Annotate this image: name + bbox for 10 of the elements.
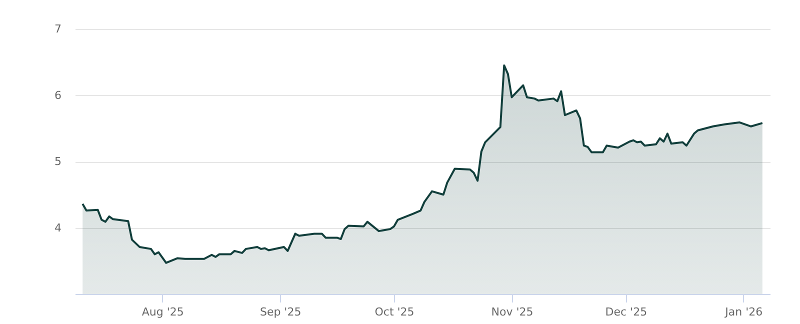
x-tick-label: Aug '25 <box>142 306 184 318</box>
x-tick-label: Sep '25 <box>260 306 302 318</box>
y-tick-label: 7 <box>54 22 62 36</box>
x-tick-label: Dec '25 <box>605 306 648 318</box>
x-tick-label: Jan '26 <box>724 306 763 318</box>
y-tick-label: 5 <box>54 155 62 168</box>
y-tick-label: 4 <box>54 221 62 234</box>
x-tick-label: Oct '25 <box>374 306 414 318</box>
x-tick-label: Nov '25 <box>491 306 534 318</box>
y-tick-label: 6 <box>54 88 62 102</box>
